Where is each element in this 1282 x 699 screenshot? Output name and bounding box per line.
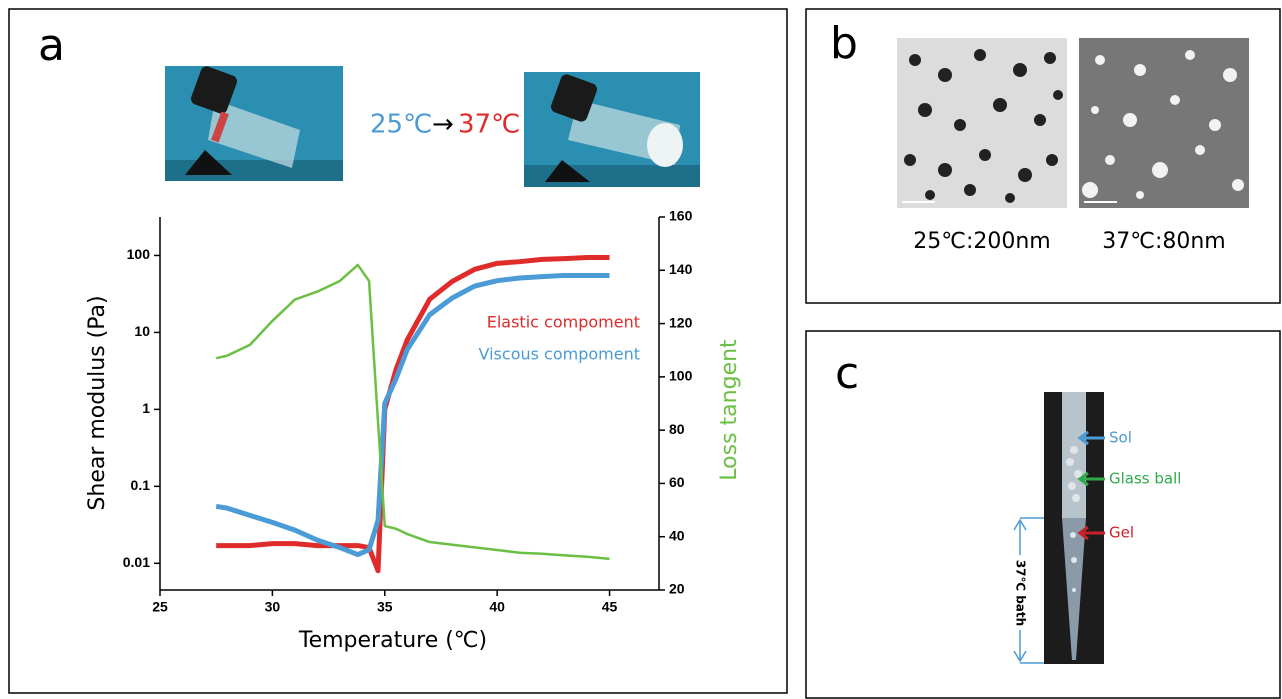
series-line — [215, 272, 610, 558]
y2-tick-label: 40 — [669, 527, 685, 543]
y2-tick-label: 120 — [669, 314, 693, 330]
caption-to: 37℃ — [458, 110, 520, 140]
x-axis-title: Temperature (℃) — [298, 628, 487, 653]
image-caption: 37℃:80nm — [1102, 229, 1225, 254]
panel-a-frame — [8, 8, 788, 694]
legend-entry: Viscous compoment — [479, 345, 640, 364]
panel-b-frame — [805, 8, 1281, 304]
y2-tick-label: 140 — [669, 261, 693, 277]
x-tick-label: 30 — [265, 599, 281, 615]
y2-axis-title: Loss tangent — [717, 339, 742, 481]
x-tick-label: 45 — [602, 599, 618, 615]
image-caption: 25℃:200nm — [913, 229, 1050, 254]
photo-sol — [165, 66, 343, 181]
panel-c-frame — [805, 330, 1281, 699]
y-tick-label: 100 — [127, 246, 151, 262]
tube-photo — [1013, 392, 1105, 664]
legend-entry: Elastic compoment — [487, 313, 640, 332]
y2-tick-label: 100 — [669, 368, 693, 384]
bath-label: 37℃ bath — [1014, 560, 1028, 626]
tube-annotation: Gel — [1109, 524, 1134, 542]
y-tick-label: 10 — [134, 323, 150, 339]
y2-tick-label: 20 — [669, 581, 685, 597]
photo-gel — [524, 72, 700, 187]
tem-image-37 — [1079, 38, 1249, 208]
y-tick-label: 0.01 — [123, 554, 150, 570]
y2-tick-label: 80 — [669, 421, 685, 437]
panel-label: b — [830, 18, 858, 69]
tem-image-25 — [897, 38, 1067, 208]
series-line — [215, 263, 610, 561]
x-tick-label: 35 — [377, 599, 393, 615]
plot: 25 30 35 40 45 0.01 0.1 1 10 100 20 40 60 80 100 120 140… — [123, 208, 693, 615]
y2-tick-label: 60 — [669, 474, 685, 490]
caption-from: 25℃ — [370, 110, 432, 140]
y-tick-label: 0.1 — [131, 477, 151, 493]
panel-label: a — [38, 20, 65, 71]
caption-arrow: → — [432, 110, 454, 140]
y-axis-title: Shear modulus (Pa) — [85, 295, 110, 510]
panel-label: c — [835, 348, 859, 399]
y-tick-label: 1 — [142, 400, 150, 416]
x-tick-label: 25 — [152, 599, 168, 615]
y2-tick-label: 160 — [669, 208, 693, 224]
tube-annotation: Sol — [1109, 429, 1132, 447]
tube-annotation: Glass ball — [1109, 470, 1181, 488]
x-tick-label: 40 — [489, 599, 505, 615]
